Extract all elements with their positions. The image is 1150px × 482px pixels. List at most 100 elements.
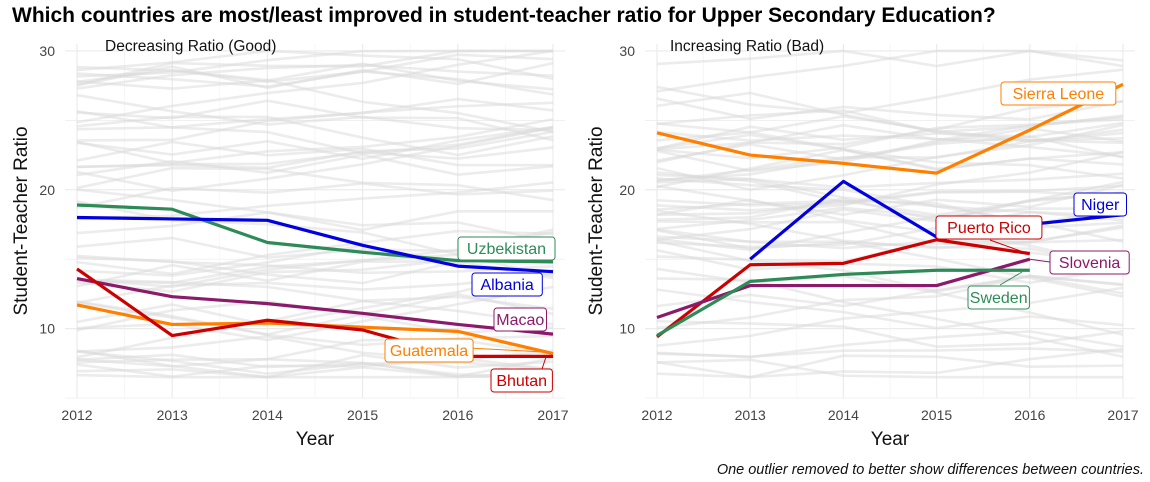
background-line (656, 277, 1124, 358)
series-label-slovenia: Slovenia (1027, 250, 1130, 275)
background-line (656, 239, 1124, 295)
background-line (76, 338, 554, 368)
series-line-bhutan (76, 267, 553, 358)
chart-caption: One outlier removed to better show diffe… (716, 462, 1144, 478)
series-label-macao: Macao (493, 307, 547, 332)
background-line (76, 49, 554, 124)
background-line (656, 148, 1124, 189)
background-line (76, 62, 554, 91)
label-box (471, 272, 543, 297)
background-line (656, 207, 1124, 252)
label-box (1049, 250, 1130, 275)
label-text: Sierra Leone (1013, 86, 1105, 103)
label-text: Albania (480, 277, 533, 294)
background-line (656, 68, 1124, 115)
background-line (656, 330, 1124, 359)
page-title: Which countries are most/least improved … (12, 4, 996, 27)
label-text: Slovenia (1059, 255, 1120, 272)
x-tick-label: 2014 (828, 407, 859, 423)
label-box (1073, 192, 1127, 217)
background-line (656, 100, 1124, 164)
x-tick-label: 2015 (347, 407, 378, 423)
label-text: Guatemala (390, 343, 468, 360)
background-line (656, 150, 1124, 212)
background-line (76, 210, 554, 235)
background-line (76, 153, 554, 177)
background-line (656, 358, 1123, 379)
series-label-guatemala: Guatemala (384, 338, 546, 363)
y-tick-label: 30 (619, 43, 635, 59)
x-tick-label: 2012 (641, 407, 672, 423)
series-label-albania: Albania (471, 272, 543, 297)
x-tick-label: 2013 (735, 407, 766, 423)
background-line (76, 334, 554, 362)
series-label-uzbekistan: Uzbekistan (457, 236, 556, 261)
label-leader-line (989, 239, 1027, 254)
background-line (656, 183, 1124, 217)
background-line (76, 115, 554, 157)
chart-panel-1: 10 20 30 2012 2013 2014 2015 2016 2017 Year Studen… (11, 38, 569, 450)
x-tick-label: 2016 (442, 407, 473, 423)
series-label-puerto-rico: Puerto Rico (935, 215, 1043, 254)
label-leader-line (541, 356, 547, 370)
background-line (76, 299, 554, 359)
series-line-uzbekistan (76, 203, 554, 264)
background-line (76, 49, 553, 78)
series-line-sweden (656, 268, 1030, 337)
background-line (76, 53, 554, 84)
label-box (967, 285, 1030, 310)
label-leader-line (1027, 258, 1051, 263)
background-line (76, 125, 554, 161)
series-line-puerto-rico (656, 238, 1031, 339)
series-line-albania (76, 215, 554, 274)
label-text: Uzbekistan (467, 241, 546, 258)
background-line (656, 49, 1124, 68)
label-box (493, 307, 547, 332)
background-line (76, 101, 554, 142)
x-tick-label: 2017 (537, 407, 568, 423)
background-line (76, 130, 554, 170)
background-line (656, 173, 1124, 222)
panel-subtitle: Increasing Ratio (Bad) (670, 38, 824, 55)
background-line (656, 97, 1124, 121)
y-tick-label: 30 (39, 43, 55, 59)
background-line (76, 181, 554, 220)
background-line (656, 109, 1124, 143)
label-box (1000, 81, 1117, 106)
background-line (656, 354, 1124, 379)
label-text: Puerto Rico (947, 220, 1031, 237)
series-line-sierra-leone (656, 82, 1124, 175)
background-line (656, 249, 1124, 285)
y-tick-label: 10 (619, 321, 635, 337)
background-line (76, 188, 554, 244)
background-line (76, 166, 554, 202)
y-axis-title: Student-Teacher Ratio (11, 126, 32, 315)
background-line (76, 109, 554, 155)
background-line (656, 274, 1124, 330)
x-axis-title: Year (871, 429, 910, 450)
label-text: Sweden (970, 290, 1028, 307)
y-tick-label: 20 (619, 182, 635, 198)
series-label-sweden: Sweden (967, 271, 1030, 310)
background-line (656, 288, 1124, 330)
series-line-macao (76, 277, 554, 336)
panel-subtitle: Decreasing Ratio (Good) (105, 38, 276, 55)
x-tick-label: 2014 (252, 407, 283, 423)
background-line (76, 140, 554, 167)
background-line (76, 353, 554, 379)
background-line (656, 198, 1124, 269)
x-axis-title: Year (296, 429, 335, 450)
label-box (935, 215, 1043, 240)
x-tick-label: 2017 (1107, 407, 1138, 423)
chart-panel-2: 10 20 30 2012 2013 2014 2015 2016 2017 Year Studen… (586, 38, 1139, 450)
label-text: Niger (1081, 197, 1120, 214)
label-box (384, 338, 474, 363)
label-text: Bhutan (496, 373, 547, 390)
label-text: Macao (496, 312, 544, 329)
y-tick-label: 10 (39, 321, 55, 337)
series-label-bhutan: Bhutan (490, 356, 553, 393)
background-line (656, 220, 1124, 245)
x-tick-label: 2013 (157, 407, 188, 423)
series-line-slovenia (656, 257, 1031, 319)
